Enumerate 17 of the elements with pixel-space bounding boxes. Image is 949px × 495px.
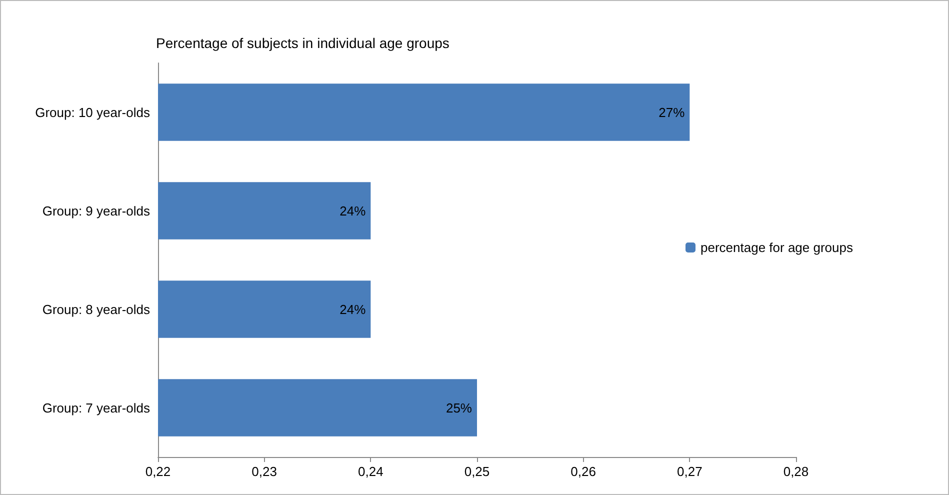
y-tick-label: Group: 9 year-olds [42, 203, 150, 218]
x-tick-label: 0,26 [570, 464, 596, 479]
x-tick-label: 0,22 [145, 464, 171, 479]
x-tick-label: 0,28 [783, 464, 809, 479]
y-tick-label: Group: 8 year-olds [42, 302, 150, 317]
x-tick-label: 0,27 [677, 464, 702, 479]
y-tick-label: Group: 7 year-olds [42, 400, 150, 416]
data-label: 25% [446, 400, 472, 416]
data-label: 24% [340, 203, 366, 218]
data-label: 24% [340, 302, 366, 317]
chart-title: Percentage of subjects in individual age groups [156, 35, 450, 51]
x-tick-label: 0,25 [464, 464, 490, 479]
x-tick-label: 0,23 [252, 464, 277, 479]
y-tick-label: Group: 10 year-olds [35, 104, 150, 120]
data-label: 27% [658, 104, 686, 120]
legend-label: percentage for age groups [700, 240, 854, 255]
x-tick-label: 0,24 [358, 464, 384, 479]
